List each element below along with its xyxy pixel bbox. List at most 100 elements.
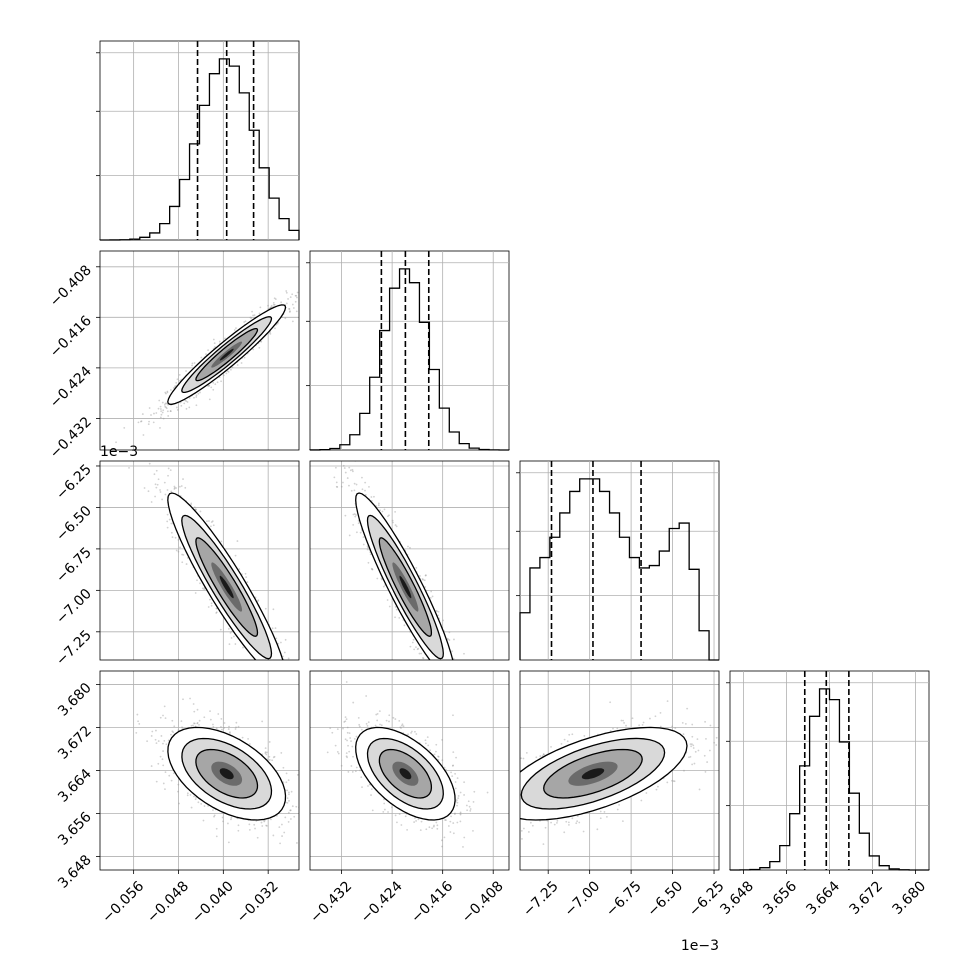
sample-point xyxy=(359,531,362,534)
sample-point xyxy=(451,650,453,653)
sample-point xyxy=(208,520,210,522)
sample-point xyxy=(459,661,461,663)
sample-point xyxy=(178,373,181,376)
sample-point xyxy=(243,356,246,359)
sample-point xyxy=(285,291,288,294)
sample-point xyxy=(195,404,198,407)
sample-point xyxy=(364,493,367,496)
sample-point xyxy=(192,724,194,727)
sample-point xyxy=(444,664,446,666)
sample-point xyxy=(421,578,424,580)
sample-point xyxy=(394,510,397,513)
sample-point xyxy=(361,476,363,479)
sample-point xyxy=(451,661,453,663)
sample-point xyxy=(213,815,215,818)
sample-point xyxy=(164,405,167,408)
sample-point xyxy=(388,514,390,517)
sample-point xyxy=(153,473,156,476)
sample-point xyxy=(162,417,165,420)
sample-point xyxy=(269,332,272,335)
sample-point xyxy=(154,738,157,741)
sample-point xyxy=(210,521,213,523)
sample-point xyxy=(240,362,243,364)
sample-point xyxy=(334,466,337,469)
sample-point xyxy=(176,409,179,411)
sample-point xyxy=(150,765,153,767)
sample-point xyxy=(157,407,160,410)
sample-point xyxy=(215,835,218,838)
sample-point xyxy=(291,668,293,670)
sample-point xyxy=(245,666,247,668)
sample-point xyxy=(271,627,274,630)
sample-point xyxy=(202,819,205,822)
sample-point xyxy=(182,698,184,701)
sample-point xyxy=(208,384,211,387)
sample-point xyxy=(159,405,162,408)
sample-point xyxy=(182,478,184,480)
sample-point xyxy=(276,322,279,325)
sample-point xyxy=(220,540,223,543)
sample-point xyxy=(203,805,206,807)
sample-point xyxy=(295,805,298,808)
sample-point xyxy=(221,816,224,819)
sample-point xyxy=(274,627,277,630)
sample-point xyxy=(164,391,167,394)
sample-point xyxy=(355,531,358,534)
sample-point xyxy=(157,478,160,481)
sample-point xyxy=(173,725,176,728)
sample-point xyxy=(169,410,172,413)
sample-point xyxy=(288,799,290,802)
sample-point xyxy=(388,605,391,608)
sample-point xyxy=(409,645,412,648)
sample-point xyxy=(248,823,251,826)
sample-point xyxy=(173,485,176,488)
sample-point xyxy=(306,720,308,722)
histogram-steps xyxy=(519,478,719,661)
sample-point xyxy=(511,789,513,791)
sample-point xyxy=(147,490,150,493)
sample-point xyxy=(263,819,266,822)
sample-point xyxy=(190,502,193,505)
sample-point xyxy=(362,543,365,546)
sample-point xyxy=(303,702,305,704)
sample-point xyxy=(191,364,193,367)
sample-point xyxy=(253,823,256,826)
sample-point xyxy=(306,305,308,307)
histogram-steps xyxy=(99,58,300,241)
sample-point xyxy=(191,362,194,365)
sample-point xyxy=(251,310,253,313)
sample-point xyxy=(150,414,152,416)
sample-point xyxy=(225,372,228,375)
sample-point xyxy=(281,655,284,658)
sample-point xyxy=(177,538,180,541)
sample-point xyxy=(224,337,226,340)
sample-point xyxy=(164,402,167,405)
sample-point xyxy=(247,737,249,740)
sample-point xyxy=(235,721,238,724)
sample-point xyxy=(199,510,202,513)
histogram-frame xyxy=(519,460,720,661)
sample-point xyxy=(171,536,174,539)
sample-point xyxy=(177,550,180,553)
sample-point xyxy=(276,660,278,662)
sample-point xyxy=(346,477,349,479)
sample-point xyxy=(279,842,281,845)
sample-point xyxy=(333,476,336,479)
sample-point xyxy=(448,639,451,641)
sample-point xyxy=(288,791,290,794)
sample-point xyxy=(244,572,247,575)
sample-point xyxy=(344,471,347,474)
sample-point xyxy=(350,489,353,492)
sample-point xyxy=(352,523,355,526)
sample-point xyxy=(159,489,161,491)
sample-point xyxy=(351,470,354,473)
sample-point xyxy=(367,561,370,564)
sample-point xyxy=(177,783,180,786)
sample-point xyxy=(159,427,161,429)
sample-point xyxy=(292,307,295,309)
sample-point xyxy=(198,723,200,726)
sample-point xyxy=(155,469,158,472)
sample-point xyxy=(213,342,216,345)
sample-point xyxy=(259,669,261,671)
